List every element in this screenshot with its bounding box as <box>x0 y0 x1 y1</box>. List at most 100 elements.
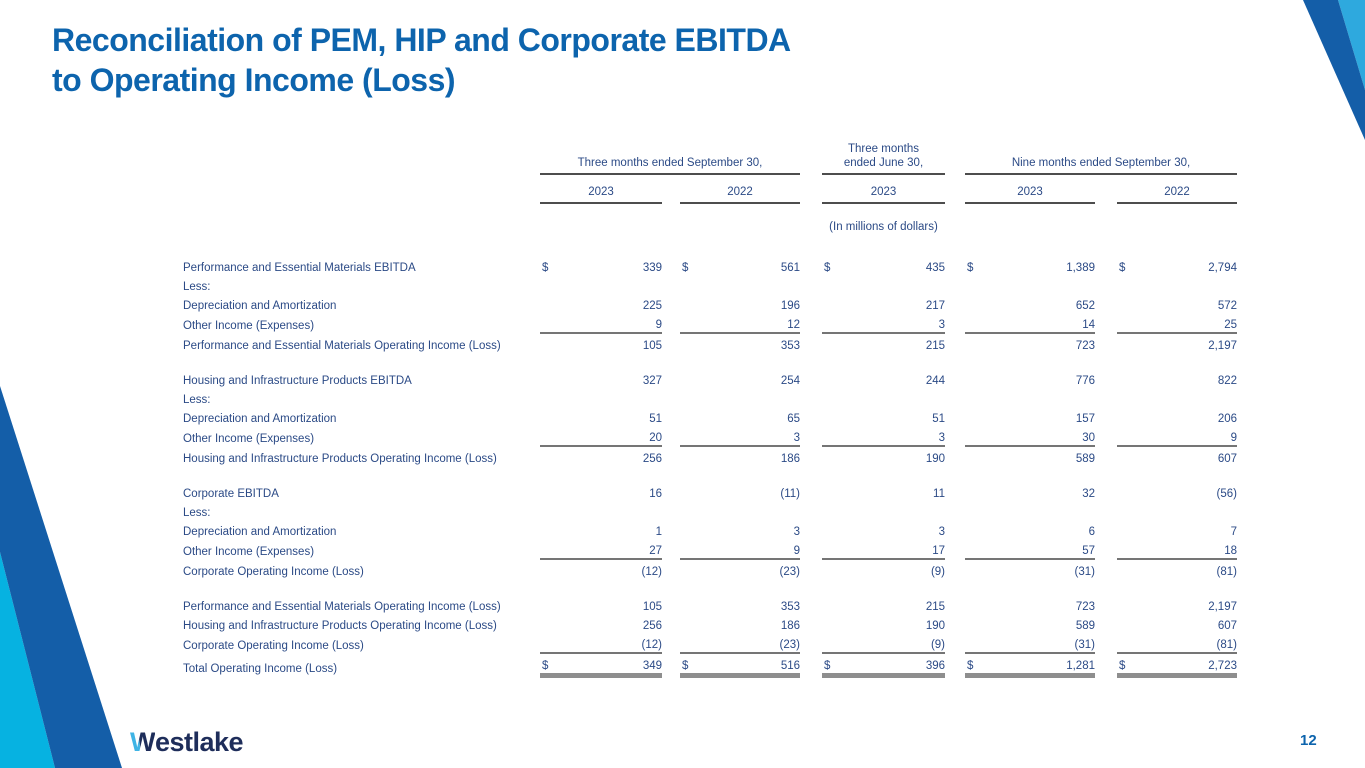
dollar-sign-cell <box>1117 313 1147 334</box>
dollar-sign-cell <box>680 369 710 388</box>
dollar-sign-cell <box>540 313 570 334</box>
dollar-sign-cell <box>1117 294 1147 313</box>
value-cell: 2,794 <box>1208 262 1237 274</box>
table-body: Performance and Essential Materials EBIT… <box>183 256 1237 678</box>
row-label: Performance and Essential Materials Oper… <box>183 601 501 613</box>
value-cell: 396 <box>852 653 945 678</box>
value-cell <box>852 275 945 294</box>
value-cell: 190 <box>925 453 945 465</box>
dollar-sign-cell <box>680 446 710 466</box>
dollar-sign-cell <box>680 388 710 407</box>
units-note: (In millions of dollars) <box>829 221 938 233</box>
dollar-sign-cell <box>822 501 852 520</box>
dollar-sign-cell <box>540 407 570 426</box>
row-label: Less: <box>183 507 211 519</box>
dollar-sign-cell <box>1117 275 1147 294</box>
dollar-sign-cell <box>965 501 995 520</box>
dollar-sign-cell <box>540 482 570 501</box>
table-row: Corporate Operating Income (Loss) (12) (23… <box>183 633 1237 654</box>
dollar-sign-cell <box>680 482 710 501</box>
dollar-sign-cell <box>540 294 570 313</box>
dollar-sign-cell: $ <box>542 262 549 274</box>
table-row: Total Operating Income (Loss) $349 $516 $39… <box>183 653 1237 678</box>
dollar-sign-cell: $ <box>822 653 852 678</box>
dollar-sign-cell <box>1117 482 1147 501</box>
value-cell: 105 <box>642 601 662 613</box>
dollar-sign-cell <box>540 426 570 447</box>
dollar-sign-cell <box>965 388 995 407</box>
year-col-2: 2022 <box>680 174 800 204</box>
dollar-sign-cell <box>680 520 710 539</box>
value-cell: 607 <box>1217 453 1237 465</box>
dollar-sign-cell <box>965 426 995 447</box>
dollar-sign-cell <box>540 520 570 539</box>
dollar-sign-cell <box>822 294 852 313</box>
value-cell: 30 <box>995 426 1095 447</box>
dollar-sign-cell <box>1117 559 1147 579</box>
row-label: Depreciation and Amortization <box>183 300 337 312</box>
column-group-q2-line1: Three months <box>848 143 919 155</box>
value-cell: 14 <box>995 313 1095 334</box>
dollar-sign-cell: $ <box>682 262 689 274</box>
dollar-sign-cell <box>1117 633 1147 654</box>
dollar-sign-cell <box>540 446 570 466</box>
dollar-sign-cell <box>1117 407 1147 426</box>
table-row: Housing and Infrastructure Products EBIT… <box>183 369 1237 388</box>
table-row: Less: <box>183 388 1237 407</box>
value-cell: 11 <box>933 488 945 500</box>
row-label: Less: <box>183 281 211 293</box>
dollar-sign-cell <box>822 407 852 426</box>
dollar-sign-cell <box>680 333 710 353</box>
table-row: Corporate EBITDA 16 (11) 11 32 (56) <box>183 482 1237 501</box>
table-row: Performance and Essential Materials Oper… <box>183 333 1237 353</box>
dollar-sign-cell <box>680 294 710 313</box>
value-cell <box>570 501 662 520</box>
dollar-sign-cell <box>965 294 995 313</box>
dollar-sign-cell <box>965 275 995 294</box>
value-cell: (9) <box>852 633 945 654</box>
dollar-sign-cell <box>540 333 570 353</box>
row-label: Other Income (Expenses) <box>183 546 315 558</box>
value-cell: 17 <box>852 539 945 560</box>
dollar-sign-cell <box>822 559 852 579</box>
value-cell: (81) <box>1216 566 1237 578</box>
dollar-sign-cell <box>965 313 995 334</box>
row-label: Performance and Essential Materials EBIT… <box>183 262 416 274</box>
value-cell: 6 <box>1088 526 1095 538</box>
value-cell: (23) <box>779 566 800 578</box>
year-col-1: 2023 <box>540 174 662 204</box>
financials-table: Three months ended September 30, Three m… <box>183 130 1237 678</box>
value-cell <box>710 388 800 407</box>
value-cell: 652 <box>1075 300 1095 312</box>
value-cell: (31) <box>1074 566 1095 578</box>
value-cell: 339 <box>642 262 662 274</box>
value-cell <box>852 388 945 407</box>
value-cell: 32 <box>1082 488 1095 500</box>
value-cell: 57 <box>995 539 1095 560</box>
value-cell: 51 <box>649 413 662 425</box>
value-cell: 589 <box>1075 620 1095 632</box>
value-cell: 572 <box>1217 300 1237 312</box>
dollar-sign-cell <box>540 595 570 614</box>
value-cell: 776 <box>1075 375 1095 387</box>
value-cell: 1 <box>655 526 662 538</box>
row-label: Other Income (Expenses) <box>183 433 315 445</box>
value-cell: (9) <box>930 566 945 578</box>
dollar-sign-cell <box>680 426 710 447</box>
column-group-q2-line2: ended June 30, <box>843 157 924 169</box>
table-row: Depreciation and Amortization 1 3 3 6 7 <box>183 520 1237 539</box>
dollar-sign-cell: $ <box>824 262 831 274</box>
dollar-sign-cell <box>822 369 852 388</box>
title-line-1: Reconciliation of PEM, HIP and Corporate… <box>52 22 791 58</box>
column-group-header-row: Three months ended September 30, Three m… <box>183 130 1237 175</box>
table-row: Corporate Operating Income (Loss) (12) (23… <box>183 559 1237 579</box>
value-cell: (12) <box>641 566 662 578</box>
value-cell: 3 <box>938 526 945 538</box>
value-cell: 353 <box>780 601 800 613</box>
dollar-sign-cell <box>822 388 852 407</box>
value-cell: 2,197 <box>1208 601 1237 613</box>
value-cell: 20 <box>570 426 662 447</box>
table-row: Depreciation and Amortization 225 196 217 65… <box>183 294 1237 313</box>
table-row: Less: <box>183 501 1237 520</box>
value-cell: 349 <box>570 653 662 678</box>
